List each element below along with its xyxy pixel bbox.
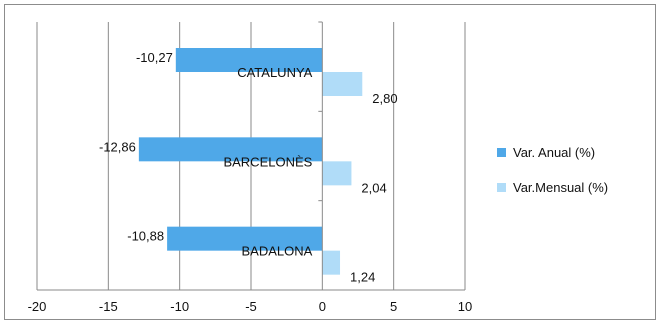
category-label: BADALONA [242,244,313,259]
bar [322,250,341,275]
bar [138,137,323,162]
legend-swatch-anual [497,148,506,157]
legend-label-anual: Var. Anual (%) [513,145,595,160]
legend: Var. Anual (%) Var.Mensual (%) [497,145,608,195]
x-tick-label: -10 [170,299,189,314]
legend-swatch-mensual [497,183,506,192]
data-label: 2,04 [361,180,386,195]
legend-item-mensual: Var.Mensual (%) [497,180,608,195]
legend-label-mensual: Var.Mensual (%) [513,180,608,195]
x-tick-label: 5 [390,299,397,314]
bar [322,72,363,96]
axes: -20 -15 -10 -5 0 5 10 [28,21,472,314]
bar [167,226,323,251]
x-tick-label: 0 [319,299,326,314]
x-tick-label: -15 [99,299,118,314]
legend-item-anual: Var. Anual (%) [497,145,595,160]
bars [138,48,363,275]
bar [322,161,352,186]
x-tick-label: 10 [458,299,472,314]
category-label: BARCELONÈS [223,154,312,169]
data-labels: -10,27 2,80 CATALUNYA -12,86 2,04 BARCELONÈS -… [99,50,398,285]
bar [175,48,323,72]
x-tick-label: -20 [28,299,47,314]
data-label: 1,24 [350,270,375,285]
category-label: CATALUNYA [237,65,312,80]
x-tick-label: -5 [245,299,257,314]
data-label: -12,86 [99,139,136,154]
data-label: -10,27 [136,50,173,65]
data-label: -10,88 [127,229,164,244]
data-label: 2,80 [372,91,397,106]
